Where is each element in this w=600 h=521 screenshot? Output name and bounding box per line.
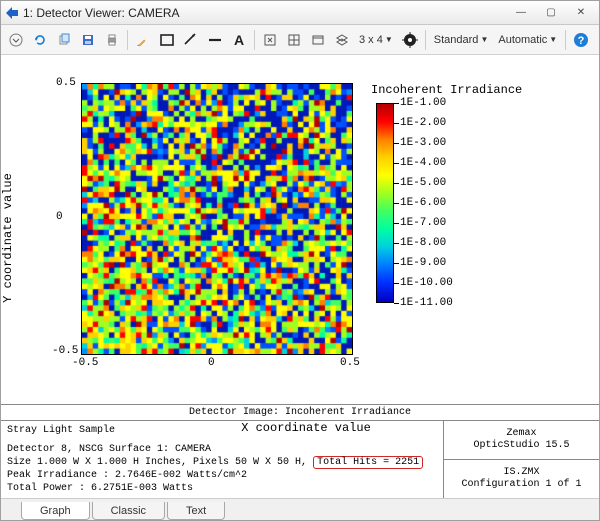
chevron-down-icon: ▼: [549, 35, 557, 44]
target-icon[interactable]: [399, 29, 421, 51]
zoom-fit-icon[interactable]: [259, 29, 281, 51]
maximize-button[interactable]: ▢: [537, 4, 565, 22]
status-line: Detector 8, NSCG Surface 1: CAMERA: [7, 443, 437, 456]
save-icon[interactable]: [77, 29, 99, 51]
colorbar-tick: 1E-2.00: [400, 117, 446, 129]
plot-area: Y coordinate value X coordinate value In…: [1, 55, 599, 404]
tab-text[interactable]: Text: [167, 502, 225, 520]
x-axis-label: X coordinate value: [206, 421, 406, 435]
tab-classic[interactable]: Classic: [92, 502, 165, 520]
y-tick: -0.5: [52, 345, 78, 357]
product-name: OpticStudio 15.5: [473, 440, 569, 451]
pencil-icon[interactable]: [132, 29, 154, 51]
close-button[interactable]: ✕: [567, 4, 595, 22]
automatic-label: Automatic: [498, 34, 547, 46]
heatmap-canvas: [81, 83, 353, 355]
colorbar-tick: 1E-5.00: [400, 177, 446, 189]
window-icon[interactable]: [307, 29, 329, 51]
refresh-icon[interactable]: [29, 29, 51, 51]
chevron-down-icon: ▼: [480, 35, 488, 44]
automatic-dropdown[interactable]: Automatic ▼: [494, 34, 561, 46]
colorbar-tick: 1E-4.00: [400, 157, 446, 169]
app-icon: [5, 6, 19, 20]
status-right: ZemaxOpticStudio 15.5 IS.ZMXConfiguratio…: [444, 421, 599, 498]
chevron-down-icon: ▼: [385, 35, 393, 44]
tab-bar: Graph Classic Text: [1, 498, 599, 520]
total-hits-highlight: Total Hits = 2251: [313, 456, 423, 469]
toolbar: A 3 x 4 ▼ Standard ▼ Automatic ▼ ?: [1, 25, 599, 55]
line-tool-icon[interactable]: [204, 29, 226, 51]
colorbar-tick: 1E-7.00: [400, 217, 446, 229]
plot-title: Incoherent Irradiance: [371, 83, 522, 97]
y-axis-label: Y coordinate value: [1, 173, 15, 303]
colorbar: [376, 103, 394, 303]
x-tick: 0.5: [340, 357, 360, 369]
standard-dropdown[interactable]: Standard ▼: [430, 34, 493, 46]
vendor-name: Zemax: [506, 428, 536, 439]
colorbar-tick: 1E-11.00: [400, 297, 453, 309]
status-line: Total Power : 6.2751E-003 Watts: [7, 482, 437, 495]
y-tick: 0.5: [56, 77, 76, 89]
colorbar-tick: 1E-8.00: [400, 237, 446, 249]
layout-label: 3 x 4: [359, 34, 383, 46]
minimize-button[interactable]: ―: [507, 4, 535, 22]
y-tick: 0: [56, 211, 63, 223]
colorbar-tick: 1E-10.00: [400, 277, 453, 289]
layout-selector[interactable]: 3 x 4 ▼: [355, 34, 397, 46]
text-tool-icon[interactable]: A: [228, 29, 250, 51]
colorbar-tick: 1E-9.00: [400, 257, 446, 269]
status-line: Size 1.000 W X 1.000 H Inches, Pixels 50…: [7, 456, 437, 469]
print-icon[interactable]: [101, 29, 123, 51]
arrow-tool-icon[interactable]: [180, 29, 202, 51]
x-tick: 0: [208, 357, 215, 369]
file-name: IS.ZMX: [503, 467, 539, 478]
config-label: Configuration 1 of 1: [461, 479, 581, 490]
dropdown-icon[interactable]: [5, 29, 27, 51]
status-line: Peak Irradiance : 2.7646E-002 Watts/cm^2: [7, 469, 437, 482]
colorbar-tick: 1E-6.00: [400, 197, 446, 209]
help-icon[interactable]: ?: [570, 29, 592, 51]
copy-icon[interactable]: [53, 29, 75, 51]
window-title: 1: Detector Viewer: CAMERA: [23, 6, 503, 20]
rect-tool-icon[interactable]: [156, 29, 178, 51]
x-tick: -0.5: [72, 357, 98, 369]
colorbar-tick: 1E-1.00: [400, 97, 446, 109]
title-bar: 1: Detector Viewer: CAMERA ― ▢ ✕: [1, 1, 599, 25]
tab-graph[interactable]: Graph: [21, 502, 90, 520]
layers-icon[interactable]: [331, 29, 353, 51]
colorbar-tick: 1E-3.00: [400, 137, 446, 149]
svg-text:?: ?: [578, 35, 585, 47]
grid-icon[interactable]: [283, 29, 305, 51]
status-title: Detector Image: Incoherent Irradiance: [1, 405, 599, 421]
status-panel: Detector Image: Incoherent Irradiance St…: [1, 404, 599, 498]
standard-label: Standard: [434, 34, 479, 46]
